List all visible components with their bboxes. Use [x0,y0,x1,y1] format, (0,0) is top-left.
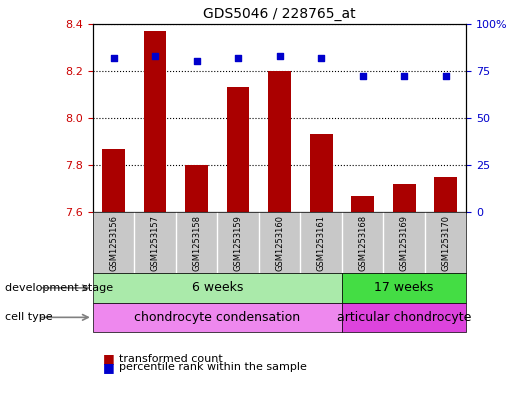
Bar [268,71,291,212]
Text: GSM1253161: GSM1253161 [316,215,325,271]
Text: GSM1253160: GSM1253160 [275,215,284,271]
Text: GSM1253157: GSM1253157 [151,215,160,271]
Bar [434,177,457,212]
Bar [342,303,466,332]
Bar [144,31,166,212]
Bar [93,303,342,332]
Point [400,73,408,79]
Bar [185,165,208,212]
Bar [351,196,374,212]
Point [109,54,118,61]
Text: percentile rank within the sample: percentile rank within the sample [119,362,307,373]
Text: GSM1253169: GSM1253169 [400,215,409,271]
Text: ■: ■ [103,352,115,365]
Bar [227,87,250,212]
Point [234,54,242,61]
Point [276,53,284,59]
Text: ■: ■ [103,361,115,374]
Text: GSM1253158: GSM1253158 [192,215,201,271]
Text: development stage: development stage [5,283,113,293]
Text: transformed count: transformed count [119,354,223,364]
Bar [393,184,416,212]
Title: GDS5046 / 228765_at: GDS5046 / 228765_at [204,7,356,21]
Point [441,73,450,79]
Bar [102,149,125,212]
Bar [310,134,332,212]
Text: 6 weeks: 6 weeks [192,281,243,294]
Text: chondrocyte condensation: chondrocyte condensation [134,311,301,324]
Text: GSM1253168: GSM1253168 [358,215,367,271]
Text: 17 weeks: 17 weeks [374,281,434,294]
Point [358,73,367,79]
Text: GSM1253159: GSM1253159 [234,215,243,271]
Bar [342,273,466,303]
Text: GSM1253170: GSM1253170 [441,215,450,271]
Text: cell type: cell type [5,312,53,322]
Bar [93,273,342,303]
Text: articular chondrocyte: articular chondrocyte [337,311,471,324]
Point [192,58,201,64]
Text: GSM1253156: GSM1253156 [109,215,118,271]
Point [317,54,325,61]
Point [151,53,159,59]
